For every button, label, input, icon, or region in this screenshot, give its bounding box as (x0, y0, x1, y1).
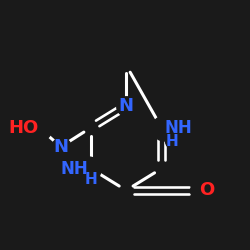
Text: N: N (119, 97, 134, 115)
Text: HO: HO (9, 119, 39, 137)
Text: H: H (166, 134, 179, 149)
Text: N: N (53, 138, 68, 156)
Text: NH: NH (164, 119, 192, 137)
Text: H: H (84, 172, 97, 187)
Text: NH: NH (60, 160, 88, 178)
Text: O: O (200, 181, 215, 199)
